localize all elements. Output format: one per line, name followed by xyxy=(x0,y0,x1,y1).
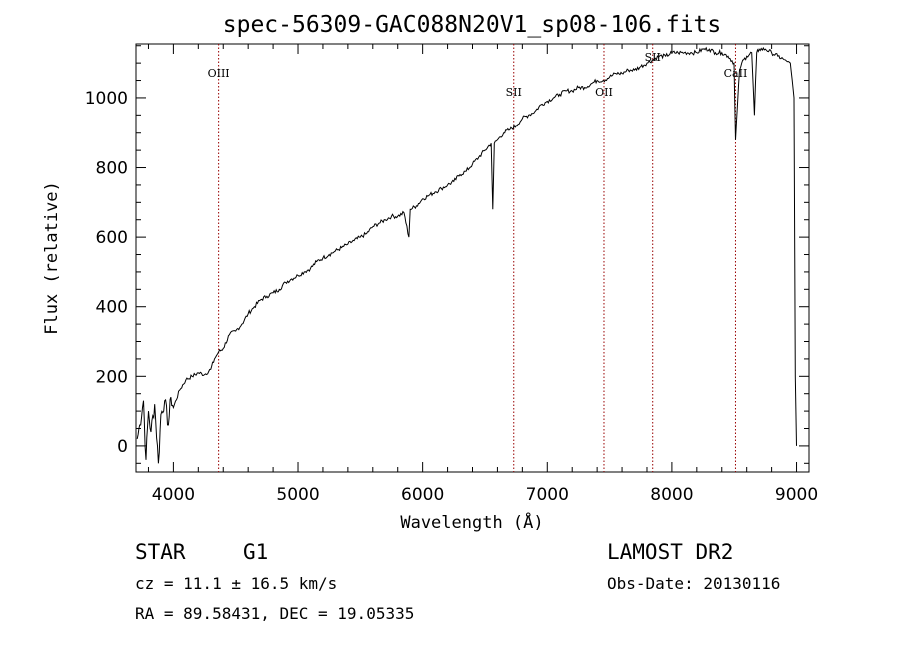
spectral-line-label: SII xyxy=(645,51,661,64)
y-tick-label: 0 xyxy=(117,437,128,457)
y-tick-label: 200 xyxy=(96,367,128,387)
spectral-line-label: OIII xyxy=(208,67,230,80)
spectral-lines-group: OIII SII OII SII CaII xyxy=(208,44,748,472)
redshift-text: cz = 11.1 ± 16.5 km/s xyxy=(135,574,337,593)
survey-name: LAMOST DR2 xyxy=(607,540,733,564)
spectral-line-label: CaII xyxy=(724,67,748,80)
x-tick-label: 6000 xyxy=(401,485,444,505)
y-tick-label: 600 xyxy=(96,228,128,248)
spectrum-series-line xyxy=(136,46,797,464)
x-tick-label: 8000 xyxy=(650,485,693,505)
x-tick-label: 5000 xyxy=(276,485,319,505)
x-tick-label: 4000 xyxy=(152,485,195,505)
coordinates-text: RA = 89.58431, DEC = 19.05335 xyxy=(135,604,414,623)
plot-frame xyxy=(135,43,810,473)
y-axis-label: Flux (relative) xyxy=(42,181,62,335)
x-axis-label: Wavelength (Å) xyxy=(400,511,543,533)
y-tick-label: 800 xyxy=(96,159,128,179)
chart-title: spec-56309-GAC088N20V1_sp08-106.fits xyxy=(223,12,722,38)
axis-ticks-group: 4000 5000 6000 7000 8000 9000 0 200 400 600 800 100… xyxy=(85,44,818,505)
x-tick-label: 7000 xyxy=(526,485,569,505)
x-tick-label: 9000 xyxy=(775,485,818,505)
object-subclass: G1 xyxy=(243,540,268,564)
y-tick-label: 400 xyxy=(96,298,128,318)
object-class: STAR xyxy=(135,540,186,564)
spectral-line-label: SII xyxy=(506,86,522,99)
y-tick-label: 1000 xyxy=(85,89,128,109)
obs-date: Obs-Date: 20130116 xyxy=(607,574,780,593)
spectral-line-label: OII xyxy=(595,86,613,99)
